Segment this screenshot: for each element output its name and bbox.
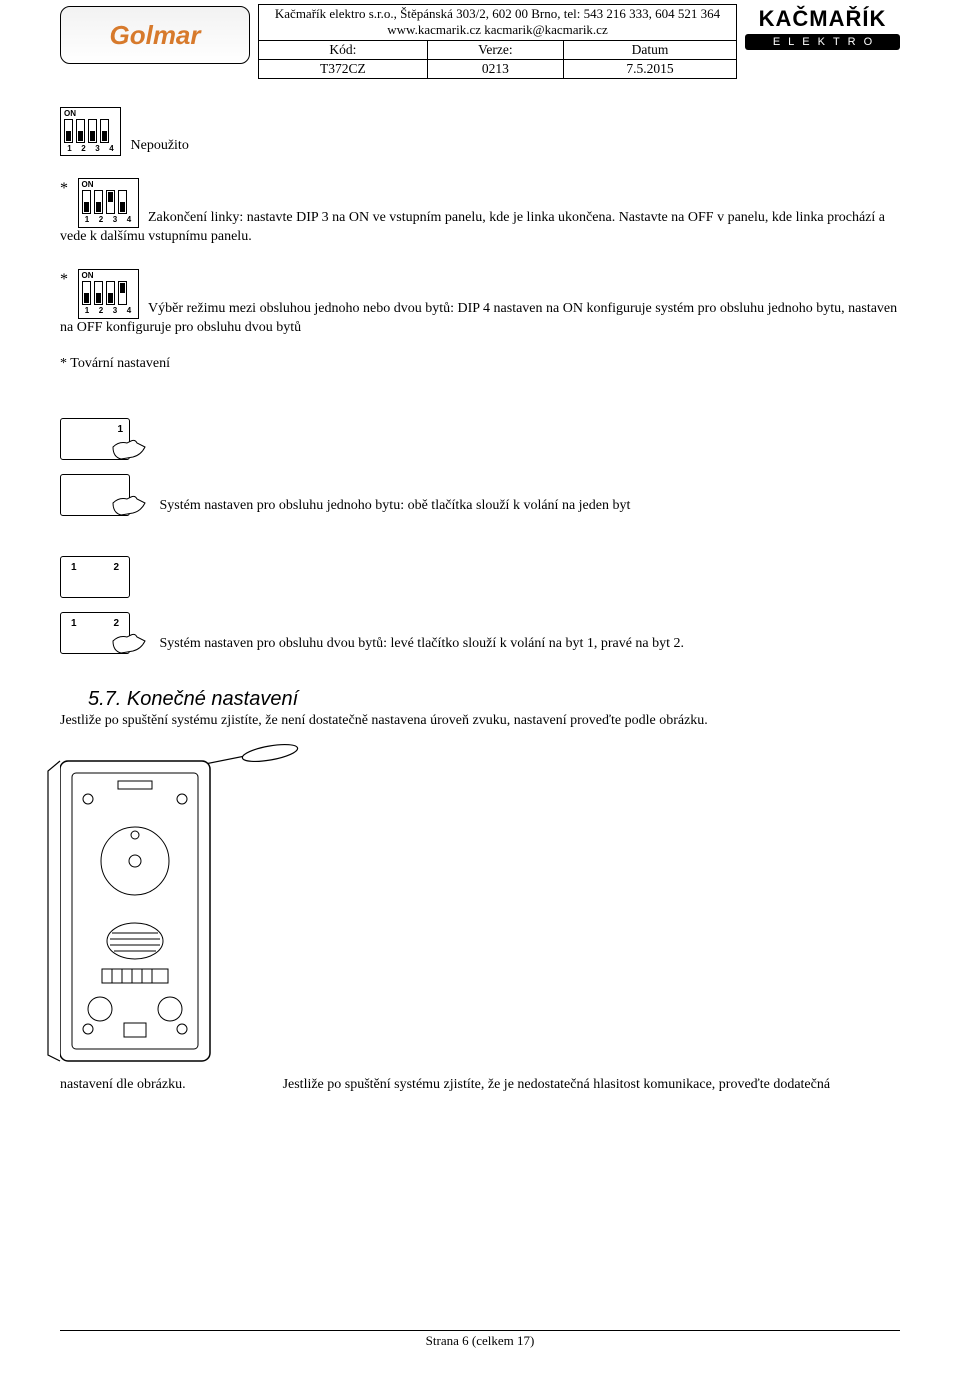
dip-switch-icon: ON 1234 xyxy=(78,178,139,228)
company-address: Kačmařík elektro s.r.o., Štěpánská 303/2… xyxy=(259,5,737,41)
panel-button-diagram xyxy=(60,474,130,516)
hand-pointer-icon xyxy=(111,631,147,657)
col-verze-header: Verze: xyxy=(427,40,563,59)
asterisk-icon: * xyxy=(60,269,74,291)
golmar-logo: Golmar xyxy=(60,6,250,64)
dip-switch-icon: ON 1234 xyxy=(60,107,121,157)
col-kod-header: Kód: xyxy=(259,40,428,59)
section-heading: 5.7. Konečné nastavení xyxy=(88,688,900,711)
dip-switch-icon: ON 1234 xyxy=(78,269,139,319)
val-verze: 0213 xyxy=(427,59,563,78)
header-info-table: Kačmařík elektro s.r.o., Štěpánská 303/2… xyxy=(258,4,737,79)
kacmarik-logo: KAČMAŘÍK ELEKTRO xyxy=(745,6,900,50)
panel-button-diagram: 1 2 xyxy=(60,612,130,654)
hand-pointer-icon xyxy=(111,437,147,463)
vyber-text: Výběr režimu mezi obsluhou jednoho nebo … xyxy=(60,301,897,335)
val-datum: 7.5.2015 xyxy=(564,59,737,78)
device-illustration xyxy=(40,741,300,1071)
panel-two-apartment-block: 1 2 1 2 Systém nastaven pro obsluhu dvou… xyxy=(60,556,900,654)
system-one-text: Systém nastaven pro obsluhu jednoho bytu… xyxy=(160,498,631,513)
document-page: Golmar Kačmařík elektro s.r.o., Štěpánsk… xyxy=(0,0,960,1373)
dip-block-vyber: * ON 1234 Výběr režimu mezi obsluhou jed… xyxy=(60,269,900,338)
page-header: Golmar Kačmařík elektro s.r.o., Štěpánsk… xyxy=(60,4,900,79)
nepouzito-label: Nepoužito xyxy=(131,138,189,153)
panel-button-diagram: 1 2 xyxy=(60,556,130,598)
page-footer: Strana 6 (celkem 17) xyxy=(60,1330,900,1349)
asterisk-icon: * xyxy=(60,178,74,200)
col-datum-header: Datum xyxy=(564,40,737,59)
dip-block-nepouzito: ON 1234 Nepoužito xyxy=(60,107,900,157)
panel-one-apartment-block: 1 Systém nastaven pro obsluhu jednoho by… xyxy=(60,418,900,516)
final-setting-p2: nastavení dle obrázku. Jestliže po spušt… xyxy=(60,1077,900,1093)
system-two-text: Systém nastaven pro obsluhu dvou bytů: l… xyxy=(160,636,685,651)
final-setting-p1: Jestliže po spuštění systému zjistíte, ž… xyxy=(60,713,900,729)
panel-button-diagram: 1 xyxy=(60,418,130,460)
zakonceni-text: Zakončení linky: nastavte DIP 3 na ON ve… xyxy=(60,210,885,244)
dip-block-zakonceni: * ON 1234 Zakončení linky: nastavte DIP … xyxy=(60,178,900,247)
tovarni-note: * Tovární nastavení xyxy=(60,356,900,372)
val-kod: T372CZ xyxy=(259,59,428,78)
hand-pointer-icon xyxy=(111,493,147,519)
